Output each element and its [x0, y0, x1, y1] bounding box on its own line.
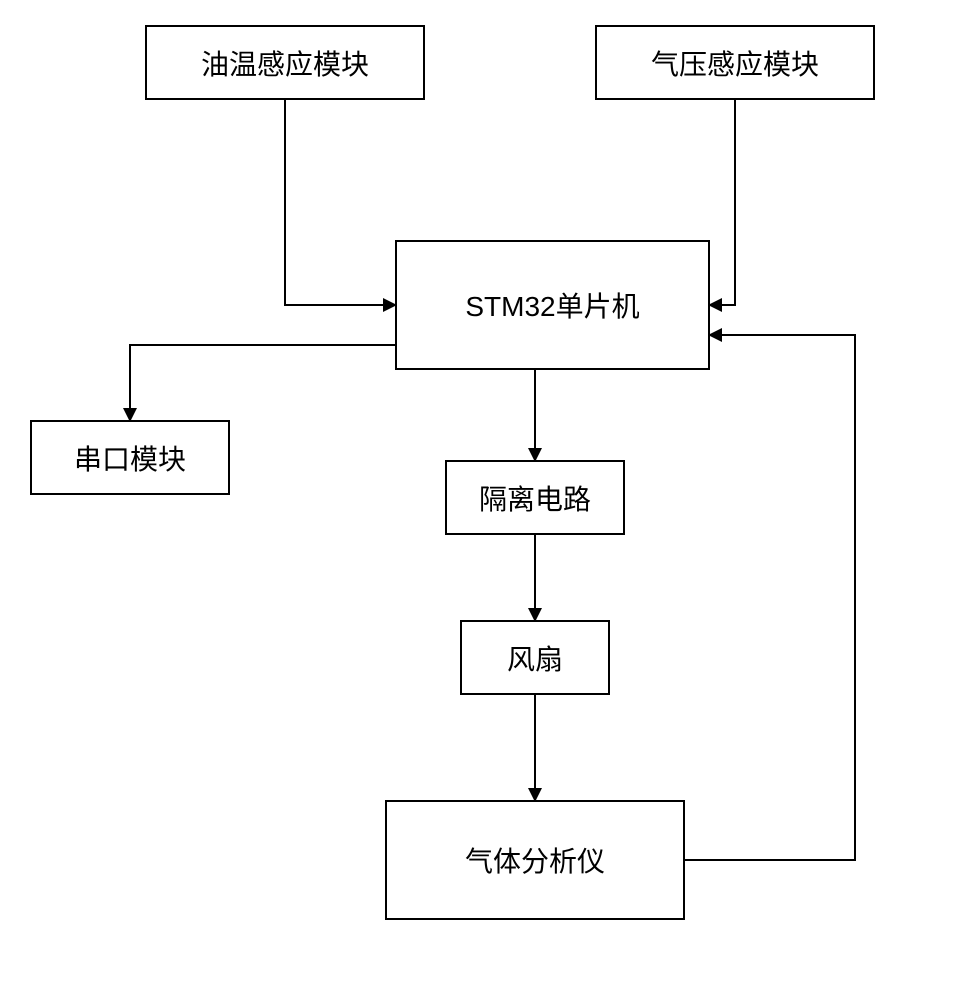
- edge-analyzer-to-mcu: [685, 335, 855, 860]
- edge-oil_temp-to-mcu: [285, 100, 395, 305]
- edges-layer: [0, 0, 957, 1000]
- edge-pressure-to-mcu: [710, 100, 735, 305]
- edge-mcu-to-serial: [130, 345, 395, 420]
